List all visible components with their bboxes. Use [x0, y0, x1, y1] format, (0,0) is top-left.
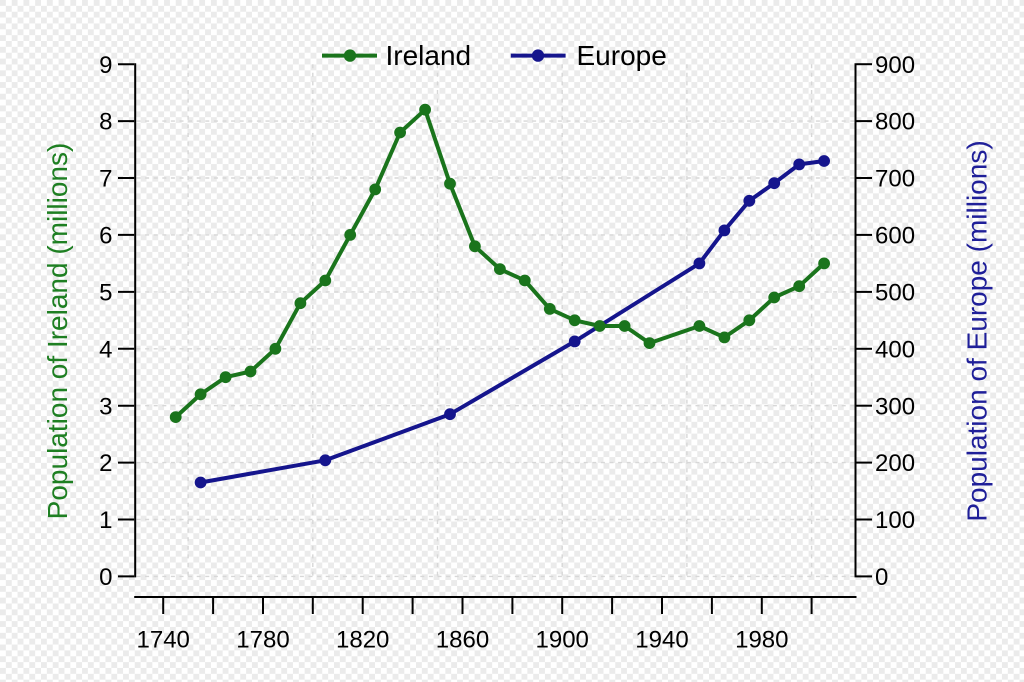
svg-text:Europe: Europe [577, 40, 667, 71]
svg-text:7: 7 [99, 166, 112, 193]
svg-text:600: 600 [875, 223, 915, 250]
svg-text:900: 900 [875, 52, 915, 79]
svg-text:200: 200 [875, 450, 915, 477]
svg-text:6: 6 [99, 223, 112, 250]
svg-text:1740: 1740 [137, 627, 190, 654]
svg-text:1940: 1940 [635, 627, 688, 654]
svg-text:Population of Ireland (million: Population of Ireland (millions) [42, 143, 73, 520]
svg-text:800: 800 [875, 109, 915, 136]
svg-text:1: 1 [99, 507, 112, 534]
svg-text:1860: 1860 [436, 627, 489, 654]
svg-text:2: 2 [99, 450, 112, 477]
svg-text:1980: 1980 [735, 627, 788, 654]
svg-text:700: 700 [875, 166, 915, 193]
svg-text:500: 500 [875, 280, 915, 307]
svg-text:0: 0 [99, 564, 112, 591]
svg-text:1780: 1780 [236, 627, 289, 654]
svg-text:9: 9 [99, 52, 112, 79]
svg-text:5: 5 [99, 280, 112, 307]
svg-text:Population of Europe (millions: Population of Europe (millions) [962, 140, 993, 521]
svg-text:400: 400 [875, 336, 915, 363]
svg-text:300: 300 [875, 393, 915, 420]
svg-text:3: 3 [99, 393, 112, 420]
svg-text:100: 100 [875, 507, 915, 534]
svg-text:Ireland: Ireland [386, 40, 472, 71]
svg-text:1820: 1820 [336, 627, 389, 654]
svg-text:1900: 1900 [536, 627, 589, 654]
svg-text:8: 8 [99, 109, 112, 136]
svg-text:4: 4 [99, 336, 112, 363]
svg-text:0: 0 [875, 564, 888, 591]
